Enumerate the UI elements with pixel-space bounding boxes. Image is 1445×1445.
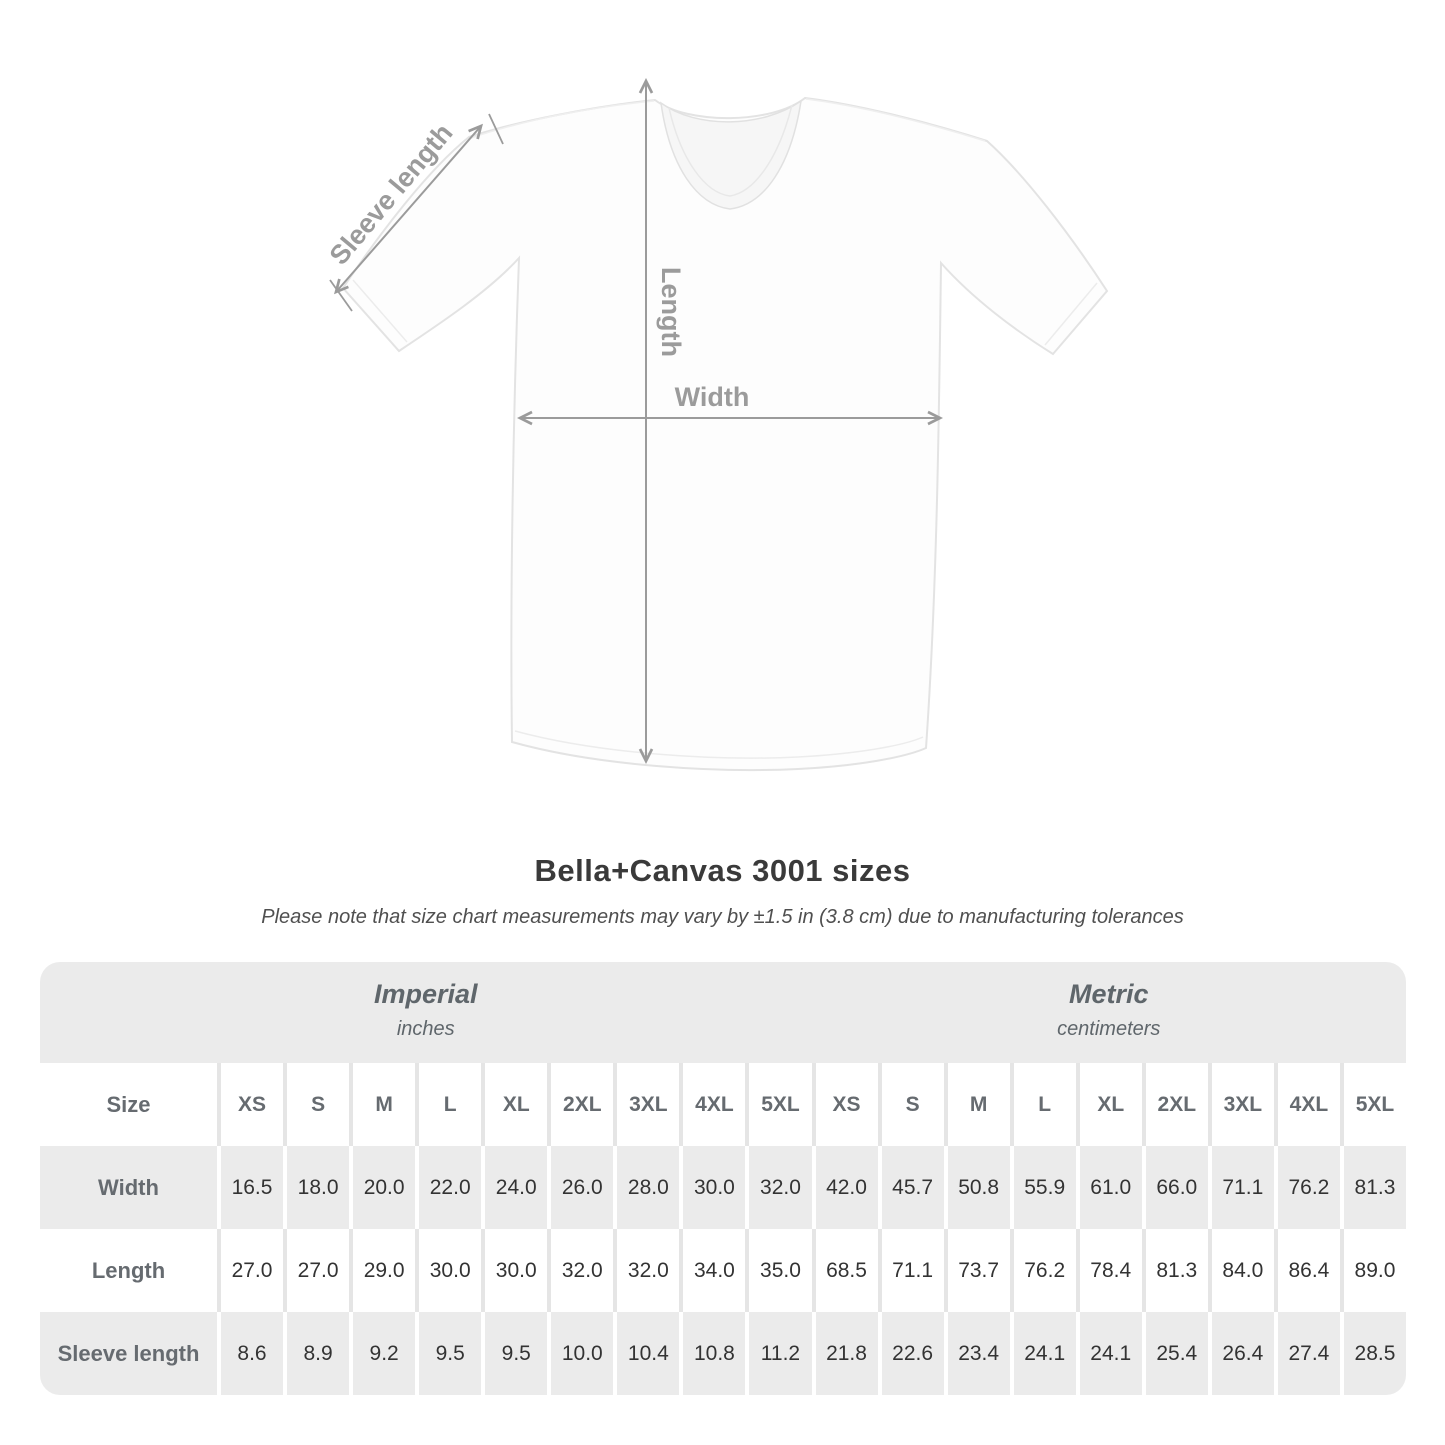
- metric-group-header: Metric centimeters: [811, 962, 1406, 1063]
- size-header-imperial-2xl: 2XL: [547, 1063, 614, 1146]
- sleeve-metric-xs: 21.8: [811, 1312, 878, 1395]
- width-metric-xl: 61.0: [1075, 1146, 1142, 1229]
- tshirt-diagram-svg: Sleeve length Length Width: [324, 77, 1109, 772]
- length-metric-3xl: 84.0: [1207, 1229, 1274, 1312]
- length-imperial-l: 30.0: [415, 1229, 482, 1312]
- tshirt-photo: [341, 96, 1109, 772]
- length-metric-xl: 78.4: [1075, 1229, 1142, 1312]
- sleeve-imperial-xs: 8.6: [217, 1312, 284, 1395]
- tshirt-measurement-diagram: Sleeve length Length Width: [324, 77, 1109, 772]
- size-header-imperial-4xl: 4XL: [679, 1063, 746, 1146]
- width-imperial-l: 22.0: [415, 1146, 482, 1229]
- size-header-metric-xs: XS: [811, 1063, 878, 1146]
- width-imperial-5xl: 32.0: [745, 1146, 812, 1229]
- width-metric-l: 55.9: [1009, 1146, 1076, 1229]
- size-table: Imperial inches Metric centimeters Size …: [40, 962, 1406, 1395]
- length-metric-xs: 68.5: [811, 1229, 878, 1312]
- size-header-imperial-s: S: [283, 1063, 350, 1146]
- sleeve-imperial-5xl: 11.2: [745, 1312, 812, 1395]
- width-metric-3xl: 71.1: [1207, 1146, 1274, 1229]
- size-header-metric-4xl: 4XL: [1273, 1063, 1340, 1146]
- length-metric-2xl: 81.3: [1141, 1229, 1208, 1312]
- sleeve-metric-2xl: 25.4: [1141, 1312, 1208, 1395]
- length-metric-m: 73.7: [943, 1229, 1010, 1312]
- imperial-group-title: Imperial: [373, 978, 478, 1009]
- metric-group-title: Metric: [1068, 978, 1149, 1009]
- imperial-group-header: Imperial inches: [40, 962, 812, 1063]
- length-imperial-5xl: 35.0: [745, 1229, 812, 1312]
- length-metric-s: 71.1: [877, 1229, 944, 1312]
- size-header-metric-l: L: [1009, 1063, 1076, 1146]
- sleeve-arrow-tick-bottom: [329, 279, 353, 312]
- sleeve-metric-4xl: 27.4: [1273, 1312, 1340, 1395]
- size-col-header: Size: [40, 1063, 217, 1146]
- sleeve-metric-s: 22.6: [877, 1312, 944, 1395]
- size-header-metric-5xl: 5XL: [1339, 1063, 1406, 1146]
- size-header-imperial-l: L: [415, 1063, 482, 1146]
- length-imperial-xl: 30.0: [481, 1229, 548, 1312]
- width-imperial-4xl: 30.0: [679, 1146, 746, 1229]
- sleeve-imperial-l: 9.5: [415, 1312, 482, 1395]
- length-imperial-3xl: 32.0: [613, 1229, 680, 1312]
- width-imperial-xl: 24.0: [481, 1146, 548, 1229]
- sleeve-arrow-tick-top: [488, 113, 504, 145]
- length-label: Length: [656, 267, 686, 357]
- size-header-metric-m: M: [943, 1063, 1010, 1146]
- width-metric-s: 45.7: [877, 1146, 944, 1229]
- sleeve-imperial-s: 8.9: [283, 1312, 350, 1395]
- sleeve-length-arrow: [334, 123, 483, 295]
- width-imperial-xs: 16.5: [217, 1146, 284, 1229]
- sleeve-row-label: Sleeve length: [40, 1312, 217, 1395]
- sleeve-imperial-m: 9.2: [349, 1312, 416, 1395]
- length-imperial-m: 29.0: [349, 1229, 416, 1312]
- size-header-imperial-xs: XS: [217, 1063, 284, 1146]
- width-metric-4xl: 76.2: [1273, 1146, 1340, 1229]
- length-imperial-xs: 27.0: [217, 1229, 284, 1312]
- length-imperial-4xl: 34.0: [679, 1229, 746, 1312]
- sleeve-metric-xl: 24.1: [1075, 1312, 1142, 1395]
- width-imperial-2xl: 26.0: [547, 1146, 614, 1229]
- sleeve-metric-3xl: 26.4: [1207, 1312, 1274, 1395]
- width-metric-m: 50.8: [943, 1146, 1010, 1229]
- sleeve-imperial-xl: 9.5: [481, 1312, 548, 1395]
- sleeve-metric-l: 24.1: [1009, 1312, 1076, 1395]
- size-header-metric-s: S: [877, 1063, 944, 1146]
- length-metric-l: 76.2: [1009, 1229, 1076, 1312]
- width-row-label: Width: [40, 1146, 217, 1229]
- length-imperial-2xl: 32.0: [547, 1229, 614, 1312]
- width-imperial-s: 18.0: [283, 1146, 350, 1229]
- size-header-metric-3xl: 3XL: [1207, 1063, 1274, 1146]
- size-header-metric-xl: XL: [1075, 1063, 1142, 1146]
- sleeve-metric-5xl: 28.5: [1339, 1312, 1406, 1395]
- width-metric-2xl: 66.0: [1141, 1146, 1208, 1229]
- sleeve-imperial-3xl: 10.4: [613, 1312, 680, 1395]
- sleeve-imperial-4xl: 10.8: [679, 1312, 746, 1395]
- size-header-imperial-m: M: [349, 1063, 416, 1146]
- width-imperial-m: 20.0: [349, 1146, 416, 1229]
- measurement-arrows: [329, 77, 944, 765]
- size-header-imperial-5xl: 5XL: [745, 1063, 812, 1146]
- length-metric-4xl: 86.4: [1273, 1229, 1340, 1312]
- sleeve-metric-m: 23.4: [943, 1312, 1010, 1395]
- size-header-imperial-xl: XL: [481, 1063, 548, 1146]
- collar: [660, 99, 803, 210]
- length-metric-5xl: 89.0: [1339, 1229, 1406, 1312]
- page-title: Bella+Canvas 3001 sizes: [534, 853, 911, 888]
- length-row-label: Length: [40, 1229, 217, 1312]
- width-label: Width: [675, 382, 750, 412]
- sleeve-imperial-2xl: 10.0: [547, 1312, 614, 1395]
- length-imperial-s: 27.0: [283, 1229, 350, 1312]
- width-metric-5xl: 81.3: [1339, 1146, 1406, 1229]
- width-imperial-3xl: 28.0: [613, 1146, 680, 1229]
- size-header-metric-2xl: 2XL: [1141, 1063, 1208, 1146]
- metric-group-unit: centimeters: [1057, 1017, 1161, 1040]
- size-header-imperial-3xl: 3XL: [613, 1063, 680, 1146]
- title-block: Bella+Canvas 3001 sizes Please note that…: [0, 853, 1445, 929]
- tolerance-note: Please note that size chart measurements…: [261, 906, 1184, 928]
- imperial-group-unit: inches: [396, 1017, 455, 1040]
- width-metric-xs: 42.0: [811, 1146, 878, 1229]
